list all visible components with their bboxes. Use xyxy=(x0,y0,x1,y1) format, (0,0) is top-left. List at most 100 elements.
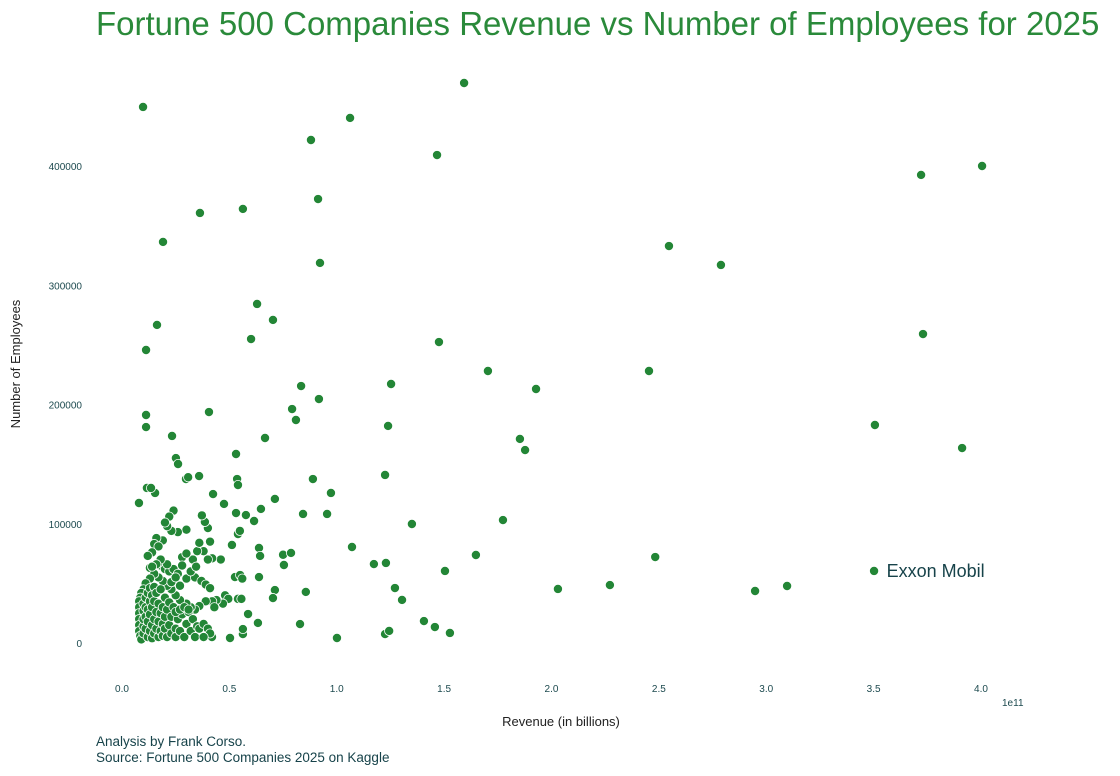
data-point xyxy=(305,135,316,146)
credits: Analysis by Frank Corso. Source: Fortune… xyxy=(96,734,389,766)
data-point xyxy=(133,498,144,509)
data-point xyxy=(331,632,342,643)
data-point xyxy=(196,510,207,521)
data-point xyxy=(190,632,201,643)
data-point xyxy=(389,583,400,594)
data-point xyxy=(141,345,152,356)
data-point xyxy=(141,422,152,433)
data-point xyxy=(209,602,220,613)
data-point xyxy=(237,573,248,584)
data-point xyxy=(267,314,278,325)
data-point xyxy=(145,482,156,493)
data-point xyxy=(918,329,929,340)
data-point xyxy=(869,420,880,431)
x-tick-label: 1.5 xyxy=(437,684,451,695)
y-tick-label: 300000 xyxy=(49,281,83,292)
data-point xyxy=(191,561,202,572)
data-point xyxy=(208,489,219,500)
annotation-exxon-mobil: Exxon Mobil xyxy=(887,561,985,581)
data-point xyxy=(155,584,166,595)
data-point xyxy=(243,609,254,620)
data-point xyxy=(295,619,306,630)
data-point xyxy=(650,552,661,563)
y-tick-label: 400000 xyxy=(49,162,83,173)
chart-title: Fortune 500 Companies Revenue vs Number … xyxy=(96,5,1100,42)
data-point xyxy=(181,524,192,535)
data-point xyxy=(977,160,988,171)
data-point xyxy=(386,378,397,389)
data-point xyxy=(444,627,455,638)
data-point xyxy=(459,78,470,89)
data-point xyxy=(254,572,265,583)
data-point xyxy=(383,420,394,431)
data-point xyxy=(439,565,450,576)
x-tick-label: 4.0 xyxy=(974,684,988,695)
x-axis-ticks: 0.0 0.5 1.0 1.5 2.0 2.5 3.0 3.5 4.0 xyxy=(115,684,988,695)
data-point xyxy=(202,554,213,565)
data-point xyxy=(300,586,311,597)
data-point xyxy=(167,430,178,441)
data-point xyxy=(252,298,263,309)
x-tick-label: 0.5 xyxy=(222,684,236,695)
data-point xyxy=(278,560,289,571)
data-point xyxy=(198,632,209,643)
data-point xyxy=(470,549,481,560)
data-point xyxy=(916,169,927,180)
data-point xyxy=(368,559,379,570)
data-point xyxy=(604,580,615,591)
data-point xyxy=(520,445,531,456)
data-point xyxy=(286,547,297,558)
data-point xyxy=(298,508,309,519)
data-point xyxy=(183,604,194,615)
data-point xyxy=(313,194,324,205)
data-point xyxy=(138,101,149,112)
data-point xyxy=(322,508,333,519)
data-point xyxy=(750,586,761,597)
data-point xyxy=(267,593,278,604)
data-point xyxy=(249,516,260,527)
data-point xyxy=(142,550,153,561)
data-point xyxy=(237,203,248,214)
x-tick-label: 1.0 xyxy=(330,684,344,695)
data-point xyxy=(307,474,318,485)
data-point xyxy=(380,469,391,480)
data-point xyxy=(384,625,395,636)
credit-source: Source: Fortune 500 Companies 2025 on Ka… xyxy=(96,750,390,765)
data-point xyxy=(497,515,508,526)
data-point xyxy=(380,557,391,568)
data-point xyxy=(255,550,266,561)
data-point xyxy=(219,498,230,509)
data-point xyxy=(314,257,325,268)
data-point xyxy=(715,259,726,270)
data-point xyxy=(346,542,357,553)
data-point xyxy=(215,554,226,565)
data-point xyxy=(325,487,336,498)
data-point xyxy=(205,583,216,594)
data-point xyxy=(237,624,248,635)
x-tick-label: 2.0 xyxy=(545,684,559,695)
data-point xyxy=(429,622,440,633)
data-point xyxy=(514,433,525,444)
data-point xyxy=(260,433,271,444)
data-point xyxy=(552,583,563,594)
x-offset-label: 1e11 xyxy=(1002,698,1024,709)
data-point xyxy=(433,337,444,348)
x-tick-label: 2.5 xyxy=(652,684,666,695)
x-tick-label: 3.5 xyxy=(867,684,881,695)
data-point xyxy=(225,632,236,643)
data-point xyxy=(531,383,542,394)
data-point xyxy=(159,517,170,528)
data-points xyxy=(133,78,988,645)
data-point xyxy=(158,236,169,247)
data-point xyxy=(194,207,205,218)
data-point xyxy=(170,572,181,583)
credit-author: Analysis by Frank Corso. xyxy=(96,734,247,749)
data-point xyxy=(290,415,301,426)
data-point xyxy=(152,319,163,330)
data-point xyxy=(482,365,493,376)
data-point xyxy=(153,541,164,552)
x-tick-label: 0.0 xyxy=(115,684,129,695)
data-point xyxy=(179,632,190,643)
data-point xyxy=(296,381,307,392)
